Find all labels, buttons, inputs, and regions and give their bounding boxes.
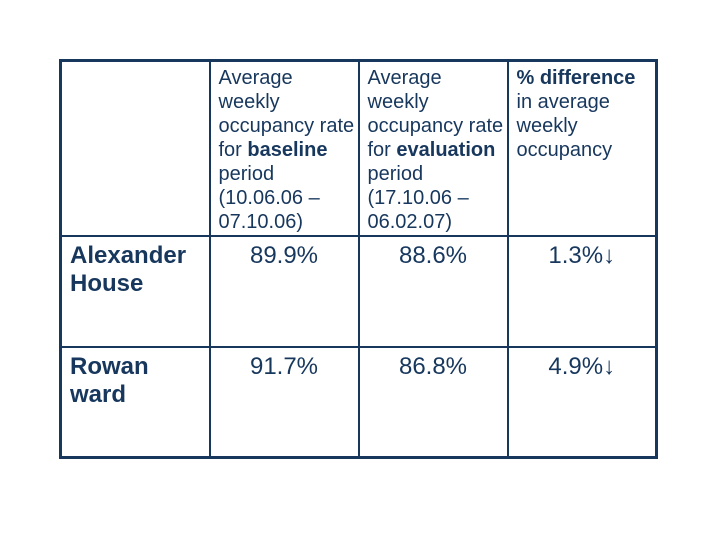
table-row: Alexander House 89.9% 88.6% 1.3%↓ [59,234,658,348]
header-cell-difference: % difference in average weekly occupancy [506,59,658,237]
header-text-line: occupancy rate [218,115,355,137]
header-text-line: occupancy rate [367,115,504,137]
table-row: Rowan ward 91.7% 86.8% 4.9%↓ [59,345,658,459]
header-text-line: weekly [516,115,578,137]
difference-value-cell: 4.9%↓ [506,345,658,459]
baseline-value-cell: 89.9% [208,234,360,348]
baseline-value-cell: 91.7% [208,345,360,459]
table-header-row: Average weekly occupancy rate for baseline p… [59,59,658,237]
difference-value-cell: 1.3%↓ [506,234,658,348]
header-cell-evaluation: Average weekly occupancy rate for evaluatio… [357,59,509,237]
header-text-line: weekly [367,91,429,113]
row-label-line: ward [70,380,127,408]
header-text-line: (17.10.06 – [367,187,469,209]
header-text-line: for baseline [218,139,328,161]
header-text-line: for evaluation [367,139,496,161]
row-label-line: Rowan [70,352,149,380]
header-text-line: in average [516,91,610,113]
header-text-line: occupancy [516,139,613,161]
row-label: Alexander House [59,234,211,348]
header-text-line: period [367,163,424,185]
header-text-line: % difference [516,67,636,89]
header-text-line: Average [367,67,442,89]
header-text-line: period [218,163,275,185]
header-cell-empty [59,59,211,237]
occupancy-table-body: Average weekly occupancy rate for baseline p… [59,59,658,459]
header-text-line: Average [218,67,293,89]
row-label-line: House [70,269,144,297]
row-label: Rowan ward [59,345,211,459]
header-text-line: 06.02.07) [367,211,453,233]
evaluation-value-cell: 88.6% [357,234,509,348]
occupancy-table: Average weekly occupancy rate for baseline p… [59,59,658,459]
evaluation-value-cell: 86.8% [357,345,509,459]
header-text-line: 07.10.06) [218,211,304,233]
header-text-line: weekly [218,91,280,113]
header-text-line: (10.06.06 – [218,187,320,209]
header-cell-baseline: Average weekly occupancy rate for baseline p… [208,59,360,237]
row-label-line: Alexander [70,241,187,269]
